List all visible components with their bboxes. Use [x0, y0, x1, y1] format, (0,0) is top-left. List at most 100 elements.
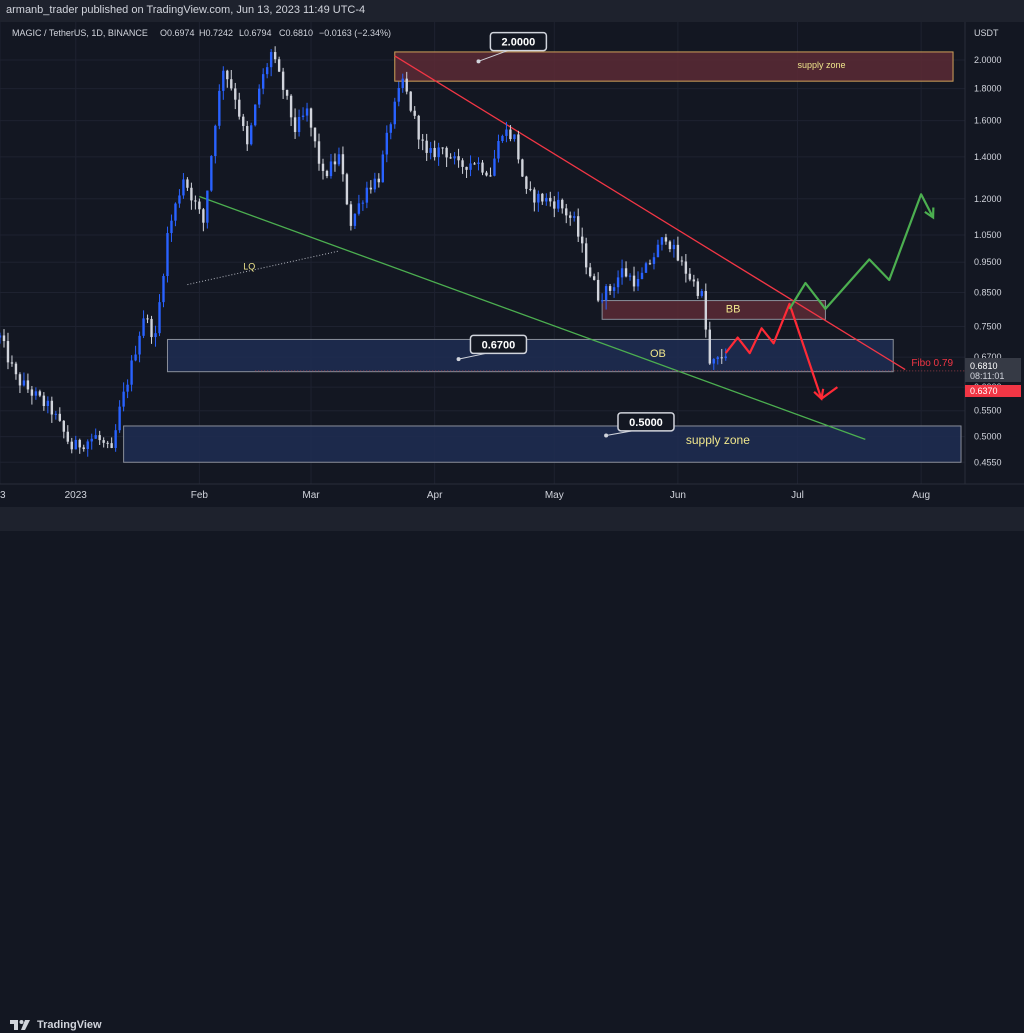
callout-05-box	[617, 412, 675, 432]
supply-zone-top	[394, 51, 954, 82]
candle-body	[58, 413, 62, 421]
candle-body	[353, 213, 357, 226]
candle-body	[501, 135, 504, 142]
candle-body	[345, 174, 349, 205]
candle-body	[481, 162, 484, 173]
candle-body	[154, 333, 157, 338]
x-tick-label: May	[545, 490, 564, 501]
time-axis[interactable]: 13 2023 Feb Mar Apr May Jun Jul Aug	[0, 483, 1024, 501]
callout-067-text: 0.6700	[482, 339, 516, 351]
candle-body	[86, 441, 89, 449]
candle-body	[218, 90, 221, 126]
candle-body	[712, 359, 715, 364]
callout-2-anchor	[476, 59, 481, 64]
x-tick-label: 2023	[65, 490, 88, 501]
candle-body	[433, 148, 436, 158]
candle-body	[461, 160, 464, 167]
candle-body	[90, 438, 93, 442]
candle-body	[700, 291, 704, 296]
candle-body	[612, 287, 616, 291]
candle-body	[246, 126, 249, 145]
x-tick-label: Jun	[670, 490, 686, 501]
candle-body	[118, 406, 121, 431]
currency-label: USDT	[974, 28, 999, 38]
current-price-tag: 0.6810	[970, 361, 998, 371]
candle-body	[273, 52, 277, 60]
candle-body	[549, 197, 552, 202]
projection-arrows	[724, 193, 935, 401]
candle-body	[445, 147, 448, 158]
candle-body	[588, 267, 592, 277]
candle-body	[62, 420, 65, 432]
ohlc-close: C0.6810	[279, 28, 313, 38]
y-tick-label: 1.2000	[974, 194, 1002, 204]
candle-body	[277, 59, 281, 72]
candles	[0, 46, 727, 457]
candle-body	[305, 108, 309, 116]
callout-2-text: 2.0000	[502, 37, 536, 49]
x-tick-label: Apr	[427, 490, 443, 501]
candle-body	[397, 87, 400, 102]
candle-body	[724, 356, 727, 359]
candle-body	[174, 203, 177, 221]
candle-body	[226, 70, 229, 80]
candle-body	[437, 147, 440, 158]
candle-body	[521, 159, 524, 177]
y-tick-label: 0.9500	[974, 257, 1002, 267]
candle-body	[317, 141, 321, 164]
candle-body	[604, 286, 608, 301]
candle-body	[130, 360, 133, 385]
candle-body	[569, 215, 572, 218]
candle-body	[10, 362, 14, 364]
candle-body	[2, 335, 6, 342]
y-tick-label: 0.4550	[974, 457, 1002, 467]
candle-body	[42, 395, 46, 407]
candle-body	[553, 201, 556, 209]
bullish-projection	[788, 193, 935, 310]
candle-body	[106, 442, 109, 444]
candle-body	[377, 178, 381, 183]
candle-body	[285, 89, 289, 96]
candle-body	[405, 78, 408, 92]
trend-lines	[187, 55, 965, 440]
candle-body	[533, 189, 536, 203]
candle-body	[425, 140, 428, 153]
candle-body	[297, 116, 301, 133]
candle-body	[485, 172, 488, 176]
candle-body	[616, 277, 620, 288]
candle-body	[664, 237, 668, 242]
candle-body	[66, 431, 69, 442]
candle-body	[513, 134, 516, 140]
candle-body	[198, 201, 201, 210]
supply-zone-bottom-label: supply zone	[686, 433, 750, 447]
candle-body	[505, 129, 508, 136]
candle-body	[720, 357, 723, 359]
price-chart[interactable]: supply zone supply zone BB OB LQ Fibo 0.79 2.…	[0, 22, 1024, 507]
candle-body	[134, 354, 137, 361]
candle-body	[417, 115, 420, 140]
candle-body	[206, 190, 209, 223]
candle-body	[301, 115, 305, 117]
tradingview-logo-icon	[10, 1020, 30, 1030]
candle-body	[357, 203, 361, 214]
candle-body	[341, 154, 345, 175]
candle-body	[250, 125, 253, 145]
candle-body	[46, 400, 50, 407]
bullish-arrowhead	[924, 207, 935, 220]
candle-body	[632, 275, 636, 287]
candle-body	[509, 129, 512, 140]
candle-body	[102, 440, 105, 443]
candle-body	[672, 244, 676, 250]
candle-body	[596, 279, 600, 301]
price-axis[interactable]: USDT 2.0000 1.8000 1.6000 1.4000 1.2000 1.050…	[964, 22, 1002, 484]
candle-body	[628, 275, 632, 277]
candle-body	[170, 220, 173, 234]
candle-body	[449, 157, 452, 159]
ohlc-open: O0.6974	[160, 28, 195, 38]
callout-2-pointer	[478, 49, 511, 62]
x-tick-label: Aug	[912, 490, 930, 501]
candle-body	[624, 268, 628, 277]
candle-body	[688, 273, 692, 280]
candle-body	[0, 335, 2, 338]
x-tick-label: Jul	[791, 490, 804, 501]
